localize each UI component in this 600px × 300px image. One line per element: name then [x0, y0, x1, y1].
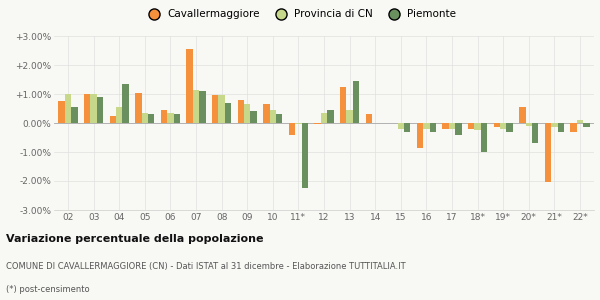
Bar: [269, 110, 276, 123]
Bar: [71, 107, 77, 123]
Bar: [199, 91, 206, 123]
Bar: [212, 95, 218, 123]
Bar: [417, 123, 423, 148]
Bar: [494, 123, 500, 127]
Bar: [532, 123, 538, 143]
Bar: [327, 110, 334, 123]
Bar: [449, 123, 455, 129]
Bar: [526, 123, 532, 126]
Bar: [583, 123, 590, 127]
Bar: [468, 123, 475, 129]
Bar: [346, 110, 353, 123]
Bar: [398, 123, 404, 129]
Bar: [91, 94, 97, 123]
Legend: Cavallermaggiore, Provincia di CN, Piemonte: Cavallermaggiore, Provincia di CN, Piemo…: [139, 5, 461, 23]
Bar: [58, 101, 65, 123]
Bar: [340, 87, 346, 123]
Bar: [97, 97, 103, 123]
Bar: [142, 113, 148, 123]
Text: (*) post-censimento: (*) post-censimento: [6, 286, 89, 295]
Bar: [148, 114, 154, 123]
Bar: [302, 123, 308, 188]
Bar: [263, 104, 269, 123]
Bar: [84, 94, 91, 123]
Bar: [519, 107, 526, 123]
Bar: [475, 123, 481, 130]
Bar: [404, 123, 410, 132]
Bar: [238, 100, 244, 123]
Bar: [295, 123, 302, 124]
Bar: [244, 104, 250, 123]
Bar: [135, 93, 142, 123]
Bar: [353, 81, 359, 123]
Bar: [110, 116, 116, 123]
Bar: [423, 123, 430, 129]
Text: Variazione percentuale della popolazione: Variazione percentuale della popolazione: [6, 233, 263, 244]
Bar: [506, 123, 513, 132]
Text: COMUNE DI CAVALLERMAGGIORE (CN) - Dati ISTAT al 31 dicembre - Elaborazione TUTTI: COMUNE DI CAVALLERMAGGIORE (CN) - Dati I…: [6, 262, 406, 271]
Bar: [289, 123, 295, 135]
Bar: [187, 49, 193, 123]
Bar: [430, 123, 436, 132]
Bar: [577, 120, 583, 123]
Bar: [455, 123, 461, 135]
Bar: [250, 111, 257, 123]
Bar: [173, 114, 180, 123]
Bar: [500, 123, 506, 129]
Bar: [442, 123, 449, 129]
Bar: [321, 113, 327, 123]
Bar: [218, 95, 225, 123]
Bar: [557, 123, 564, 132]
Bar: [481, 123, 487, 152]
Bar: [167, 113, 173, 123]
Bar: [122, 84, 129, 123]
Bar: [161, 110, 167, 123]
Bar: [551, 123, 557, 127]
Bar: [545, 123, 551, 182]
Bar: [225, 103, 231, 123]
Bar: [65, 94, 71, 123]
Bar: [365, 114, 372, 123]
Bar: [193, 90, 199, 123]
Bar: [116, 107, 122, 123]
Bar: [276, 114, 283, 123]
Bar: [571, 123, 577, 132]
Bar: [314, 123, 321, 124]
